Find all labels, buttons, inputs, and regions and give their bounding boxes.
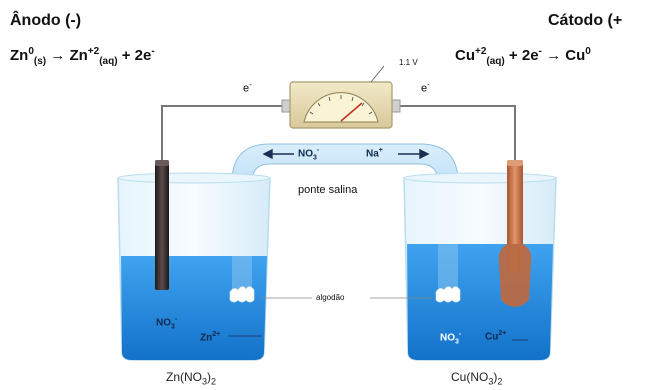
copper-electrode [498,160,532,307]
salt-bridge-label: ponte salina [298,184,358,196]
cathode-title: Cátodo (+ [548,12,623,29]
right-anion: NO3- [440,331,462,346]
voltmeter-scale [309,95,373,115]
right-solution [407,244,553,360]
voltmeter-needle [340,102,363,122]
electron-label-left: e- [243,80,252,95]
cotton-plug [229,286,461,303]
electron-label-right: e- [421,80,430,95]
voltmeter-reading: 1.1 V [399,58,418,67]
right-beaker [403,172,557,361]
voltmeter [281,65,401,129]
ion-pointer-lines [228,335,528,341]
ion-flow-arrows [262,148,430,160]
left-cation: Zn2+ [200,331,221,344]
cotton-label: algodão [316,293,345,302]
right-solution-label: Cu(NO3)2 [451,370,503,387]
zinc-electrode [155,160,169,290]
right-cation: Cu2+ [485,330,507,343]
anode-title: Ânodo (-) [10,12,82,29]
left-solution-label: Zn(NO3)2 [166,370,217,387]
salt-bridge-anion: NO3- [298,147,320,162]
external-wire [161,105,516,163]
left-anion: NO3- [156,316,178,331]
anode-equation: Zn0(s) → Zn+2(aq) + 2e- [10,46,155,67]
cathode-equation: Cu+2(aq) + 2e- → Cu0 [455,46,591,67]
salt-bridge-cation: Na+ [366,147,383,160]
